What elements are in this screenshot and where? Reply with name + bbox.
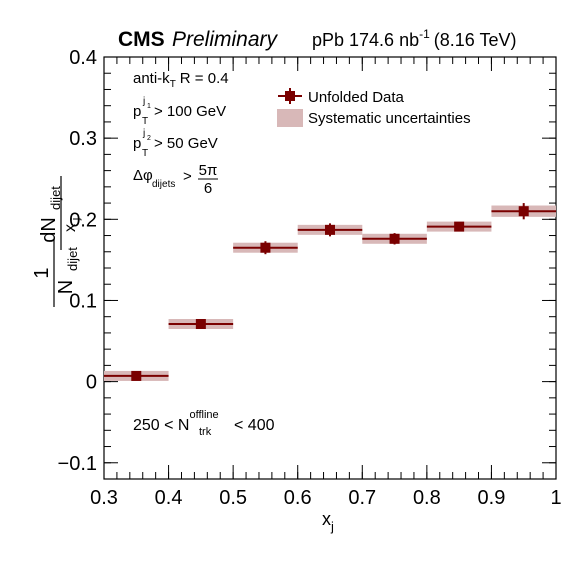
lumi-label: pPb 174.6 nb-1 (8.16 TeV) <box>312 27 517 50</box>
y-axis-title: 1 N dijet <box>31 239 80 307</box>
y-tick-label: 0.2 <box>69 209 97 231</box>
y-title-dn-sub: dijet <box>48 186 63 210</box>
y-title-dn: dN <box>38 217 60 243</box>
jet-radius: R = 0.4 <box>180 70 229 87</box>
x-tick-label: 1 <box>550 487 561 509</box>
leading-jet-cut: p j 1 T > 100 GeV <box>133 96 226 127</box>
pt2-sub: T <box>142 148 148 159</box>
multiplicity-high: < 400 <box>234 417 275 434</box>
x-tick-label: 0.3 <box>90 487 118 509</box>
x-axis-title: xj <box>322 509 334 534</box>
x-tick-label: 0.5 <box>219 487 247 509</box>
pt2-supsub: 2 <box>147 135 151 142</box>
jet-algo-label: anti-kT R = 0.4 <box>133 70 229 90</box>
y-title-one: 1 <box>31 267 53 278</box>
x-tick-label: 0.6 <box>284 487 312 509</box>
lumi-exponent: -1 <box>419 27 430 41</box>
jet-algo-sub: T <box>170 79 176 90</box>
lumi-prefix: pPb 174.6 nb <box>312 30 419 50</box>
axis-ticks <box>103 56 557 480</box>
x-tick-label: 0.4 <box>155 487 183 509</box>
data-point <box>454 221 465 232</box>
y-title-n-sub: dijet <box>65 247 80 271</box>
y-title-x-sub: j <box>70 218 82 221</box>
y-tick-label: 0.4 <box>69 47 97 69</box>
y-tick-label: 0 <box>86 372 97 394</box>
x-tick-label: 0.9 <box>478 487 506 509</box>
multiplicity-low: 250 < N <box>133 417 189 434</box>
preliminary-label: Preliminary <box>172 28 279 51</box>
dphi-numerator: 5π <box>199 162 218 179</box>
y-tick-label: 0.1 <box>69 290 97 312</box>
pt2-main: p <box>133 135 141 152</box>
data-point <box>325 224 335 235</box>
dphi-main: Δφ <box>133 167 153 184</box>
dphi-gt: > <box>183 168 192 185</box>
x-tick-label: 0.7 <box>348 487 376 509</box>
y-axis-title-fraction: dN dijet x j <box>38 176 82 250</box>
multiplicity-sup: offline <box>189 409 218 421</box>
data-point <box>518 206 529 217</box>
data-point <box>389 233 400 244</box>
legend-entry-systematic: Systematic uncertainties <box>308 110 471 127</box>
y-tick-label: −0.1 <box>58 453 97 475</box>
axis-tick-labels: 0.3 0.4 0.5 0.6 0.7 0.8 0.9 1 −0.1 0 0.1 0.2 0.3 0.4 <box>58 47 562 509</box>
pt2-sup: j <box>142 128 145 139</box>
legend-marker-square <box>285 91 295 101</box>
pt1-sub: T <box>142 116 148 127</box>
data-point <box>131 370 142 381</box>
multiplicity-label: 250 < Noffline trk < 400 <box>133 409 275 438</box>
x-title-sub: j <box>330 519 334 534</box>
data-marks <box>104 203 556 381</box>
x-title-main: x <box>322 509 331 529</box>
data-point <box>260 242 271 253</box>
cms-label: CMS <box>118 28 165 51</box>
y-title-n: N <box>55 280 77 294</box>
pt1-value: > 100 GeV <box>154 103 226 120</box>
data-point <box>195 318 206 329</box>
x-tick-label: 0.8 <box>413 487 441 509</box>
legend: Unfolded Data Systematic uncertainties <box>277 88 471 127</box>
dphi-sub: dijets <box>152 179 175 190</box>
pt1-supsub: 1 <box>147 103 151 110</box>
legend-entry-data: Unfolded Data <box>308 89 405 106</box>
jet-algo-main: anti-k <box>133 70 170 87</box>
lumi-energy: (8.16 TeV) <box>434 30 517 50</box>
pt1-main: p <box>133 103 141 120</box>
y-title-x: x <box>62 224 79 232</box>
legend-systematic-box <box>277 109 303 127</box>
pt1-sup: j <box>142 96 145 107</box>
dphi-denominator: 6 <box>204 180 212 197</box>
dphi-cut: Δφ dijets > 5π 6 <box>133 162 218 197</box>
pt2-value: > 50 GeV <box>154 135 218 152</box>
multiplicity-sub: trk <box>199 426 212 438</box>
y-tick-label: 0.3 <box>69 128 97 150</box>
subleading-jet-cut: p j 2 T > 50 GeV <box>133 128 218 159</box>
